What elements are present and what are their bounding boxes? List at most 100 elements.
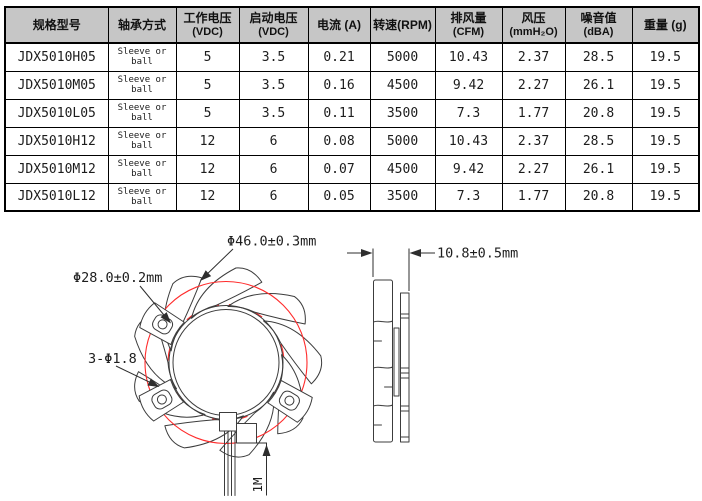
weight-cell: 19.5 [631,154,700,184]
spec-row: JDX5010M12 Sleeve or ball 12 6 0.07 4500 … [4,154,700,184]
current-cell: 0.07 [307,154,371,184]
start-voltage-cell: 6 [238,126,309,156]
spec-row: JDX5010M05 Sleeve or ball 5 3.5 0.16 4500… [4,70,700,100]
weight-cell: 19.5 [631,70,700,100]
speed-cell: 3500 [369,98,436,128]
hub [172,309,280,416]
model-cell: JDX5010L05 [4,98,109,128]
model-cell: JDX5010H12 [4,126,109,156]
inner-diameter-label: Φ28.0±0.2mm [73,270,162,286]
airflow-cell: 9.42 [434,154,503,184]
voltage-cell: 5 [175,42,240,72]
model-cell: JDX5010M12 [4,154,109,184]
mounting-hole [157,319,168,330]
speed-cell: 4500 [369,70,436,100]
pressure-cell: 2.37 [501,126,566,156]
mounting-tab [138,378,185,422]
mounting-hole [284,395,295,406]
thickness-dimension: 10.8±0.5mm [347,246,518,291]
current-cell: 0.05 [307,182,371,212]
outer-diameter-circle [144,280,308,445]
pressure-cell: 2.27 [501,70,566,100]
mounting-holes-callout: 3-Φ1.8 [88,351,160,387]
bearing-cell: Sleeve or ball [107,182,177,212]
dimension-arrow [262,444,271,456]
mounting-hole [156,394,167,405]
col-header-voltage: 工作电压 (VDC) [175,6,240,44]
col-header-airflow: 排风量 (CFM) [434,6,503,44]
col-header-bearing: 轴承方式 [107,6,177,44]
technical-drawing: Φ46.0±0.3mm Φ28.0±0.2mm 3-Φ1.8 10.8±0.5m… [0,214,702,496]
dimension-arrow [361,249,373,257]
mounting-tabs [138,302,313,423]
thickness-label: 10.8±0.5mm [437,246,518,262]
col-header-noise: 噪音值 (dBA) [564,6,633,44]
speed-cell: 5000 [369,126,436,156]
spec-row: JDX5010L05 Sleeve or ball 5 3.5 0.11 3500… [4,98,700,128]
bearing-cell: Sleeve or ball [107,42,177,72]
voltage-cell: 5 [175,98,240,128]
col-header-pressure: 风压 (mmH₂O) [501,6,566,44]
bearing-cell: Sleeve or ball [107,98,177,128]
leader-arrow [160,312,171,324]
airflow-cell: 10.43 [434,126,503,156]
noise-cell: 26.1 [564,70,633,100]
leader-arrow [147,378,160,387]
speed-cell: 5000 [369,42,436,72]
noise-cell: 20.8 [564,182,633,212]
bearing-cell: Sleeve or ball [107,126,177,156]
weight-cell: 19.5 [631,42,700,72]
airflow-cell: 7.3 [434,98,503,128]
header-row: 规格型号 轴承方式 工作电压 (VDC) 启动电压 (VDC) 电流 (A) 转速(… [4,6,700,44]
noise-cell: 28.5 [564,126,633,156]
outer-diameter-label: Φ46.0±0.3mm [227,234,316,250]
outer-diameter-callout: Φ46.0±0.3mm [200,234,316,281]
col-header-weight: 重量 (g) [631,6,700,44]
weight-cell: 19.5 [631,126,700,156]
pressure-cell: 1.77 [501,182,566,212]
bearing-cell: Sleeve or ball [107,154,177,184]
inner-diameter-callout: Φ28.0±0.2mm [73,270,171,324]
fan-spec-table: 规格型号 轴承方式 工作电压 (VDC) 启动电压 (VDC) 电流 (A) 转速(… [4,6,700,212]
speed-cell: 3500 [369,182,436,212]
voltage-cell: 12 [175,126,240,156]
bearing-cell: Sleeve or ball [107,70,177,100]
pressure-cell: 2.37 [501,42,566,72]
wire-length-label: 1M [250,477,265,492]
current-cell: 0.21 [307,42,371,72]
current-cell: 0.11 [307,98,371,128]
col-header-current: 电流 (A) [307,6,371,44]
fan-side-view [373,279,410,443]
start-voltage-cell: 6 [238,182,309,212]
airflow-cell: 7.3 [434,182,503,212]
col-header-start-voltage: 启动电压 (VDC) [238,6,309,44]
voltage-cell: 12 [175,182,240,212]
leader-arrow [200,270,212,281]
airflow-cell: 10.43 [434,42,503,72]
voltage-cell: 12 [175,154,240,184]
noise-cell: 20.8 [564,98,633,128]
start-voltage-cell: 6 [238,154,309,184]
weight-cell: 19.5 [631,182,700,212]
spec-row: JDX5010H05 Sleeve or ball 5 3.5 0.21 5000… [4,42,700,72]
noise-cell: 26.1 [564,154,633,184]
voltage-cell: 5 [175,70,240,100]
model-cell: JDX5010M05 [4,70,109,100]
pressure-cell: 1.77 [501,98,566,128]
col-header-speed: 转速(RPM) [369,6,436,44]
lead-wires [224,430,236,496]
wire-length-dimension: 1M [236,442,271,496]
model-cell: JDX5010H05 [4,42,109,72]
mounting-holes-label: 3-Φ1.8 [88,351,137,367]
model-cell: JDX5010L12 [4,182,109,212]
current-cell: 0.16 [307,70,371,100]
start-voltage-cell: 3.5 [238,42,309,72]
mounting-tab [139,302,185,346]
start-voltage-cell: 3.5 [238,70,309,100]
spec-row: JDX5010L12 Sleeve or ball 12 6 0.05 3500 … [4,182,700,212]
airflow-cell: 9.42 [434,70,503,100]
mounting-tab [267,379,313,423]
start-voltage-cell: 3.5 [238,98,309,128]
current-cell: 0.08 [307,126,371,156]
weight-cell: 19.5 [631,98,700,128]
